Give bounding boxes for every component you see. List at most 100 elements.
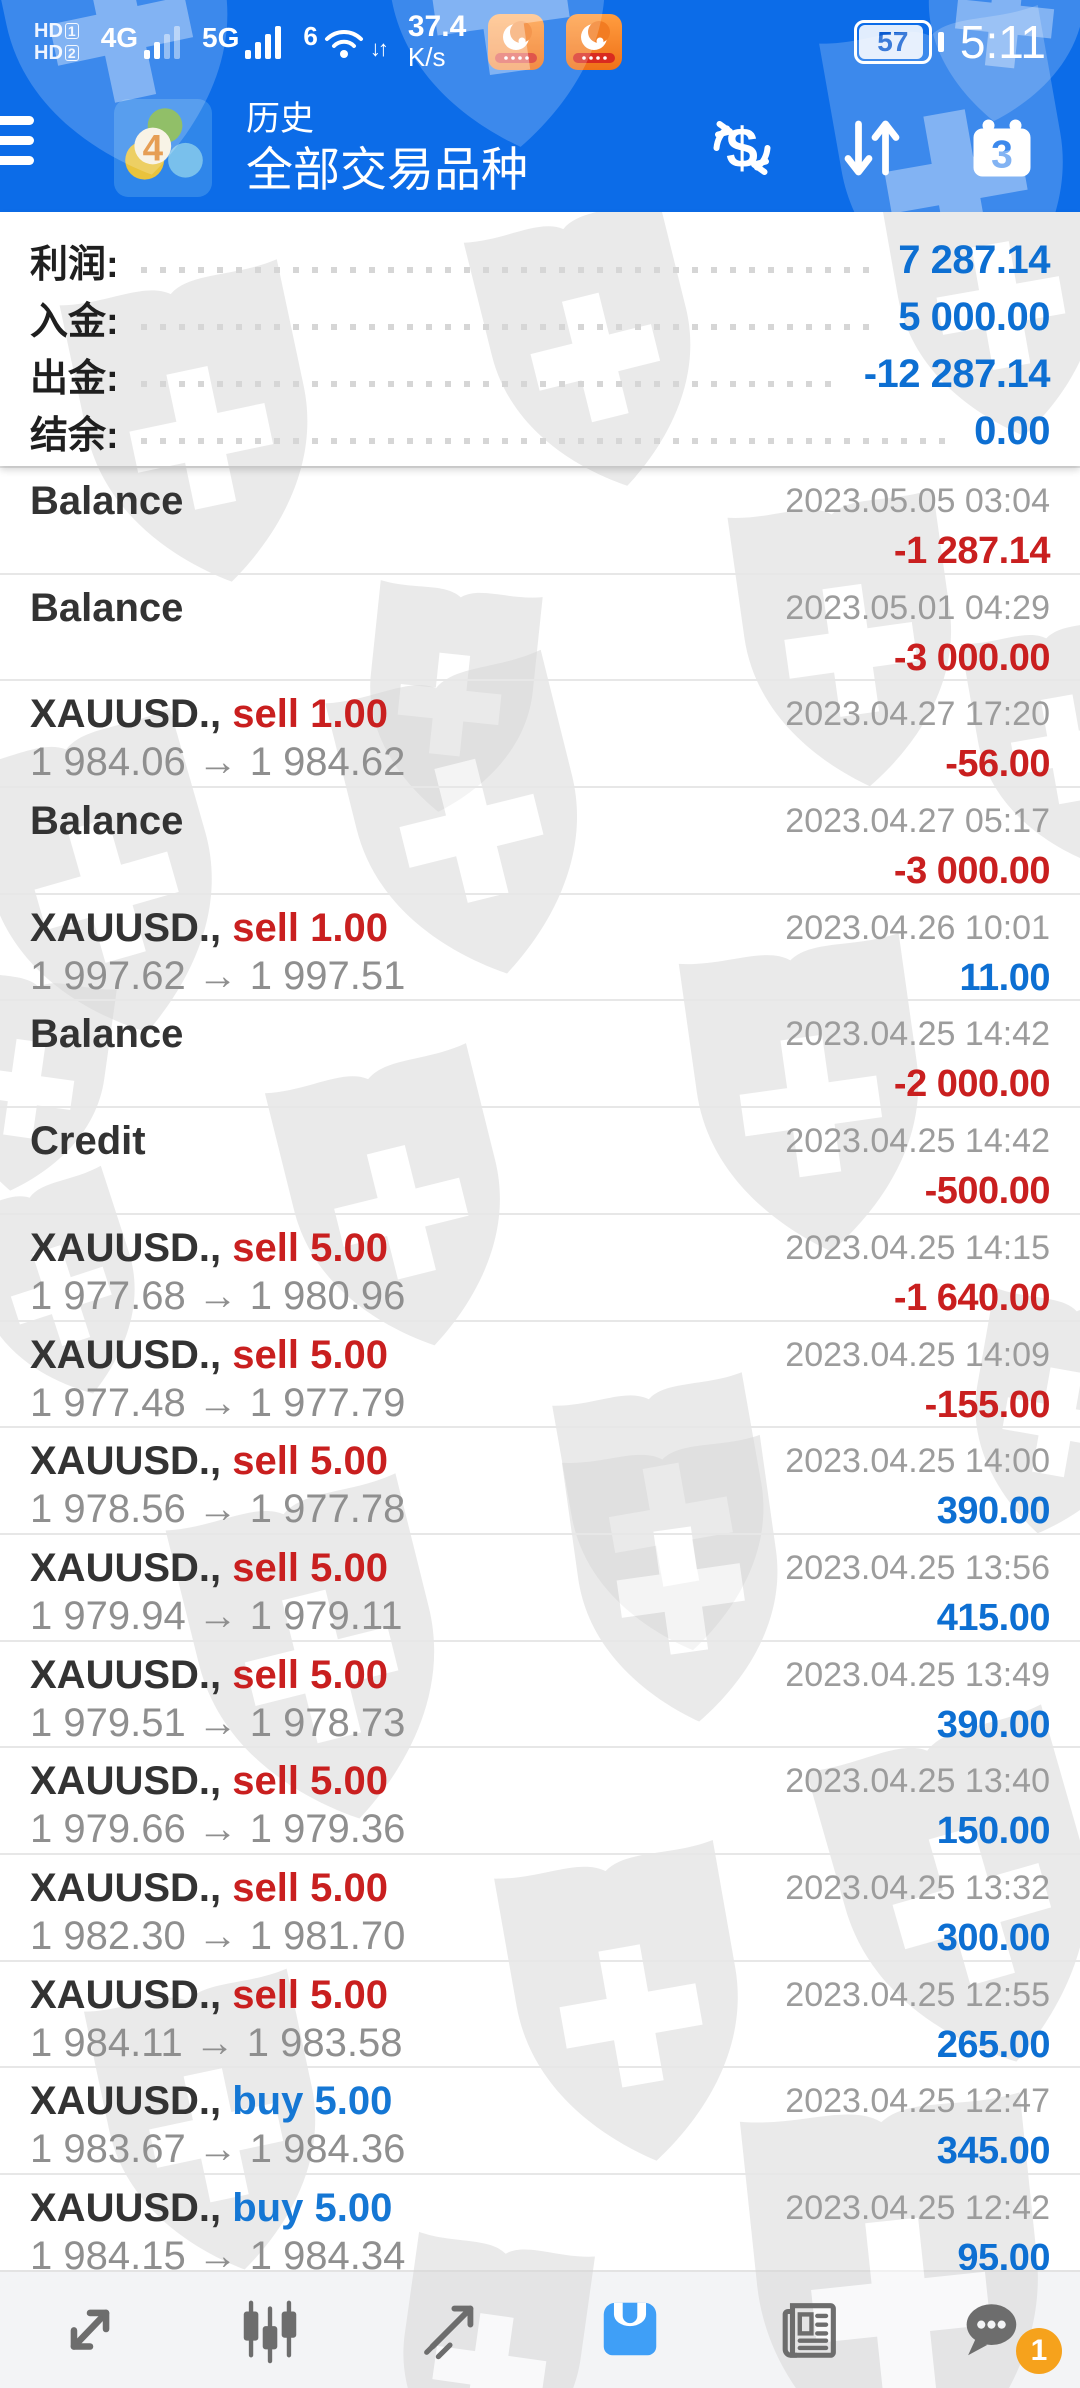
entry-value: -1 287.14 <box>894 528 1050 574</box>
history-row[interactable]: XAUUSD., buy 5.001 984.15→1 984.342023.0… <box>0 2175 1080 2282</box>
nav-trade[interactable] <box>360 2270 540 2388</box>
entry-value: -500.00 <box>925 1168 1050 1214</box>
chat-bubble-icon <box>955 2294 1025 2364</box>
history-row[interactable]: XAUUSD., sell 5.001 979.66→1 979.362023.… <box>0 1748 1080 1855</box>
entry-date: 2023.05.05 03:04 <box>785 478 1050 524</box>
entry-date: 2023.04.25 12:47 <box>785 2078 1050 2124</box>
arrow-right-icon: → <box>198 1380 238 1426</box>
page-title: 历史 <box>246 101 528 137</box>
entry-date: 2023.04.25 13:56 <box>785 1545 1050 1591</box>
entry-value: -155.00 <box>925 1382 1050 1428</box>
notification-app-icon <box>488 14 544 70</box>
trade-side-volume: sell 5.00 <box>232 1226 388 1270</box>
mt4-app-icon[interactable]: 4 <box>114 99 212 197</box>
history-row[interactable]: Credit 2023.04.25 14:42-500.00 <box>0 1108 1080 1215</box>
trade-symbol: XAUUSD., <box>30 1653 232 1697</box>
entry-date: 2023.04.27 17:20 <box>785 691 1050 737</box>
trade-symbol: XAUUSD., <box>30 1226 232 1270</box>
close-price: 1 984.36 <box>250 2126 406 2172</box>
entry-value: 415.00 <box>937 1595 1050 1641</box>
trade-side-volume: sell 5.00 <box>232 1866 388 1910</box>
history-row[interactable]: Balance2023.05.01 04:29-3 000.00 <box>0 575 1080 682</box>
nav-history-active[interactable] <box>540 2270 720 2388</box>
history-row[interactable]: XAUUSD., sell 5.001 979.51→1 978.732023.… <box>0 1642 1080 1749</box>
arrow-right-icon: → <box>198 1700 238 1746</box>
open-price: 1 984.11 <box>30 2020 183 2066</box>
currency-exchange-icon[interactable]: $ <box>706 112 778 184</box>
withdrawal-value: -12 287.14 <box>864 352 1050 397</box>
phone-screen: HD1 HD2 4G 5G 6 ↓↑ 37.4 K/s <box>0 0 1080 2388</box>
filter-subtitle: 全部交易品种 <box>246 145 528 195</box>
history-list[interactable]: Balance2023.05.05 03:04-1 287.14Balance2… <box>0 466 1080 2282</box>
trade-side-volume: buy 5.00 <box>232 2186 392 2230</box>
entry-date: 2023.04.26 10:01 <box>785 905 1050 951</box>
candlestick-chart-icon <box>235 2294 305 2364</box>
entry-type-label: Credit <box>30 1119 146 1163</box>
history-row[interactable]: XAUUSD., sell 5.001 977.48→1 977.792023.… <box>0 1322 1080 1429</box>
trade-side-volume: sell 5.00 <box>232 1653 388 1697</box>
history-row[interactable]: XAUUSD., sell 5.001 984.11→1 983.582023.… <box>0 1962 1080 2069</box>
close-price: 1 997.51 <box>250 953 406 999</box>
history-row[interactable]: Balance2023.04.25 14:42-2 000.00 <box>0 1001 1080 1108</box>
clock: 5:11 <box>960 15 1046 69</box>
arrow-right-icon: → <box>198 1593 238 1639</box>
close-price: 1 977.78 <box>250 1486 406 1532</box>
arrow-right-icon: → <box>198 1486 238 1532</box>
entry-date: 2023.04.25 13:49 <box>785 1652 1050 1698</box>
entry-value: 390.00 <box>937 1488 1050 1534</box>
entry-value: -3 000.00 <box>894 848 1050 894</box>
hd-voice-indicator: HD1 HD2 <box>34 21 79 63</box>
trade-side-volume: buy 5.00 <box>232 2079 392 2123</box>
entry-value: 150.00 <box>937 1808 1050 1854</box>
signal-bars-icon <box>245 25 281 59</box>
history-row[interactable]: XAUUSD., sell 1.001 997.62→1 997.512023.… <box>0 895 1080 1002</box>
dotted-leader <box>141 324 877 330</box>
entry-date: 2023.04.25 12:42 <box>785 2185 1050 2231</box>
entry-value: -3 000.00 <box>894 635 1050 681</box>
open-price: 1 979.94 <box>30 1593 186 1639</box>
history-row[interactable]: XAUUSD., sell 5.001 979.94→1 979.112023.… <box>0 1535 1080 1642</box>
trade-side-volume: sell 5.00 <box>232 1759 388 1803</box>
entry-date: 2023.04.25 14:42 <box>785 1118 1050 1164</box>
open-price: 1 978.56 <box>30 1486 186 1532</box>
battery-nub <box>938 32 944 52</box>
calendar-period-icon[interactable]: 3 <box>966 112 1038 184</box>
messages-badge: 1 <box>1016 2328 1062 2374</box>
arrow-right-icon: → <box>198 1273 238 1319</box>
nav-news[interactable] <box>720 2270 900 2388</box>
history-row[interactable]: XAUUSD., sell 5.001 978.56→1 977.782023.… <box>0 1428 1080 1535</box>
history-row[interactable]: XAUUSD., sell 1.001 984.06→1 984.622023.… <box>0 681 1080 788</box>
hamburger-menu-icon[interactable] <box>0 116 34 165</box>
trade-symbol: XAUUSD., <box>30 1439 232 1483</box>
sort-order-icon[interactable] <box>836 112 908 184</box>
entry-value: -2 000.00 <box>894 1061 1050 1107</box>
open-price: 1 982.30 <box>30 1913 186 1959</box>
trade-side-volume: sell 5.00 <box>232 1333 388 1377</box>
history-row[interactable]: XAUUSD., sell 5.001 977.68→1 980.962023.… <box>0 1215 1080 1322</box>
close-price: 1 977.79 <box>250 1380 406 1426</box>
nav-charts[interactable] <box>180 2270 360 2388</box>
trend-arrow-icon <box>415 2294 485 2364</box>
history-row[interactable]: Balance2023.05.05 03:04-1 287.14 <box>0 468 1080 575</box>
entry-value: 345.00 <box>937 2128 1050 2174</box>
entry-value: 11.00 <box>960 955 1051 1001</box>
history-row[interactable]: XAUUSD., sell 5.001 982.30→1 981.702023.… <box>0 1855 1080 1962</box>
open-price: 1 997.62 <box>30 953 186 999</box>
trade-side-volume: sell 1.00 <box>232 692 388 736</box>
history-row[interactable]: Balance2023.04.27 05:17-3 000.00 <box>0 788 1080 895</box>
open-price: 1 977.48 <box>30 1380 186 1426</box>
summary-row-profit: 利润: 7 287.14 <box>30 232 1050 289</box>
history-row[interactable]: XAUUSD., buy 5.001 983.67→1 984.362023.0… <box>0 2068 1080 2175</box>
close-price: 1 979.36 <box>250 1806 406 1852</box>
trade-symbol: XAUUSD., <box>30 1973 232 2017</box>
open-price: 1 979.66 <box>30 1806 186 1852</box>
summary-row-balance: 结余: 0.00 <box>30 403 1050 460</box>
trade-symbol: XAUUSD., <box>30 1546 232 1590</box>
summary-row-withdrawal: 出金: -12 287.14 <box>30 346 1050 403</box>
wifi-indicator: 6 ↓↑ <box>303 24 385 60</box>
balance-value: 0.00 <box>974 409 1050 454</box>
trade-symbol: XAUUSD., <box>30 906 232 950</box>
nav-messages[interactable]: 1 <box>900 2270 1080 2388</box>
nav-quotes[interactable] <box>0 2270 180 2388</box>
entry-date: 2023.04.25 13:40 <box>785 1758 1050 1804</box>
